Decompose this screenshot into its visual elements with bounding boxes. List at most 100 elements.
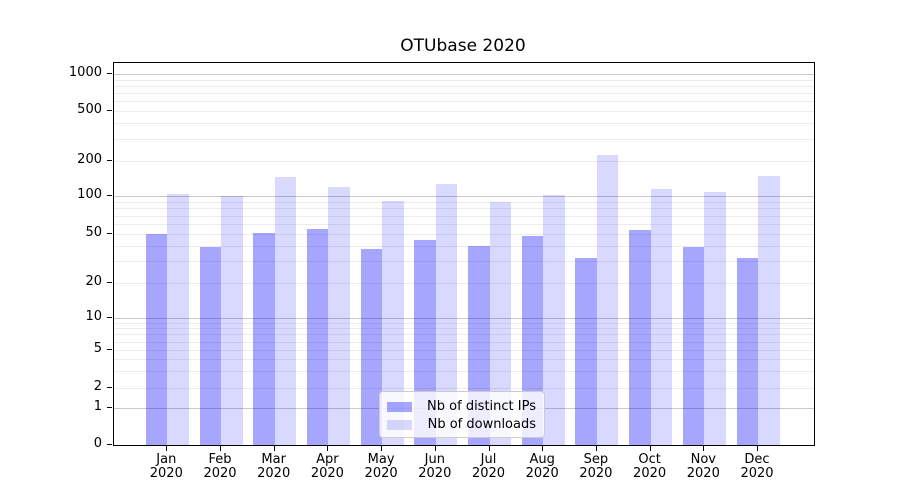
gridline-800: [114, 85, 814, 87]
gridline-7: [114, 334, 814, 336]
gridline-80: [114, 208, 814, 210]
gridline-300: [114, 138, 814, 140]
y-tick-label-500: 500: [77, 102, 102, 118]
x-tick-mark-jun: [434, 446, 436, 451]
y-tick-mark-50: [107, 232, 112, 234]
y-tick-label-200: 200: [77, 151, 102, 167]
x-tick-mark-feb: [220, 446, 221, 451]
bar-ips-oct: [629, 229, 651, 445]
y-tick-label-1000: 1000: [68, 65, 102, 80]
gridline-100: [114, 196, 814, 197]
bar-downloads-oct: [650, 188, 673, 445]
gridline-6: [114, 341, 814, 343]
x-tick-mark-nov: [703, 446, 705, 451]
y-tick-label-10: 10: [85, 308, 102, 324]
y-tick-label-100: 100: [77, 187, 102, 202]
y-tick-label-5: 5: [93, 340, 102, 356]
bar-ips-nov: [682, 247, 705, 445]
legend-label-downloads: Nb of downloads: [427, 417, 536, 432]
gridline-400: [114, 123, 814, 125]
bar-downloads-apr: [328, 186, 350, 445]
x-tick-mark-apr: [327, 446, 329, 451]
gridline-500: [114, 111, 814, 113]
bar-downloads-feb: [221, 195, 243, 445]
legend-swatch-downloads: [387, 420, 412, 430]
y-tick-mark-20: [107, 281, 112, 283]
bar-ips-feb: [199, 247, 221, 445]
y-tick-mark-500: [107, 110, 112, 112]
y-tick-label-2: 2: [93, 378, 102, 394]
gridline-3: [114, 371, 814, 373]
bar-downloads-nov: [704, 192, 726, 445]
x-tick-label-nov: Nov 2020: [686, 452, 720, 481]
legend-item-distinct-ips: Nb of distinct IPs: [387, 398, 536, 416]
y-tick-mark-1: [107, 407, 112, 409]
y-tick-label-20: 20: [85, 273, 102, 289]
bar-downloads-jan: [167, 194, 189, 445]
x-tick-mark-oct: [649, 446, 651, 451]
x-tick-mark-jan: [166, 446, 168, 451]
y-tick-mark-0: [107, 444, 112, 445]
x-tick-mark-sep: [595, 446, 597, 451]
x-tick-label-feb: Feb 2020: [203, 452, 237, 481]
y-tick-label-0: 0: [93, 436, 102, 451]
x-tick-mark-mar: [273, 446, 275, 451]
gridline-90: [114, 201, 814, 203]
y-tick-mark-2: [107, 386, 112, 388]
legend-label-distinct-ips: Nb of distinct IPs: [427, 399, 536, 414]
x-tick-mark-aug: [542, 446, 544, 451]
gridline-200: [114, 160, 814, 162]
bar-ips-may: [360, 248, 383, 445]
y-tick-label-1: 1: [93, 399, 102, 415]
gridline-600: [114, 101, 814, 103]
gridline-1000: [114, 74, 814, 75]
legend: Nb of distinct IPs Nb of downloads: [379, 391, 545, 438]
y-tick-mark-10: [107, 316, 112, 318]
gridline-20: [114, 282, 814, 284]
bar-ips-apr: [306, 228, 329, 445]
bar-downloads-sep: [596, 154, 619, 445]
x-tick-label-jan: Jan 2020: [149, 452, 183, 481]
y-tick-mark-5: [107, 348, 112, 350]
bar-downloads-mar: [274, 177, 297, 445]
x-tick-label-sep: Sep 2020: [579, 452, 613, 481]
gridline-70: [114, 215, 814, 217]
y-tick-label-50: 50: [85, 224, 102, 240]
y-tick-mark-1000: [107, 73, 112, 74]
bar-downloads-jul: [489, 201, 511, 445]
gridline-50: [114, 233, 814, 235]
gridline-5: [114, 349, 814, 351]
x-tick-mark-dec: [757, 446, 758, 451]
plot-area: [113, 62, 815, 446]
chart-title: OTUbase 2020: [400, 36, 526, 56]
gridline-2: [114, 387, 814, 389]
x-tick-label-oct: Oct 2020: [633, 452, 667, 481]
x-tick-mark-may: [381, 446, 383, 451]
bar-ips-jan: [145, 233, 168, 445]
gridline-60: [114, 223, 814, 225]
x-tick-label-may: May 2020: [364, 452, 398, 481]
gridline-900: [114, 79, 814, 81]
gridline-40: [114, 245, 814, 247]
gridline-700: [114, 93, 814, 95]
x-tick-label-jun: Jun 2020: [418, 452, 452, 481]
y-tick-mark-200: [107, 159, 112, 161]
gridline-8: [114, 328, 814, 330]
bar-ips-dec: [736, 257, 758, 445]
x-tick-mark-jul: [488, 446, 490, 451]
y-tick-mark-100: [107, 195, 112, 196]
gridline-4: [114, 359, 814, 361]
bar-downloads-may: [382, 201, 404, 445]
bar-downloads-jun: [435, 183, 458, 445]
x-tick-label-dec: Dec 2020: [740, 452, 774, 481]
bar-downloads-aug: [543, 195, 565, 445]
gridline-10: [114, 317, 814, 319]
bar-downloads-dec: [758, 175, 780, 445]
x-tick-label-aug: Aug 2020: [525, 452, 559, 481]
x-tick-label-jul: Jul 2020: [471, 452, 506, 481]
legend-item-downloads: Nb of downloads: [387, 416, 536, 434]
gridline-30: [114, 261, 814, 263]
bar-ips-sep: [575, 257, 597, 445]
x-tick-label-mar: Mar 2020: [257, 452, 291, 481]
legend-swatch-distinct-ips: [387, 402, 412, 412]
